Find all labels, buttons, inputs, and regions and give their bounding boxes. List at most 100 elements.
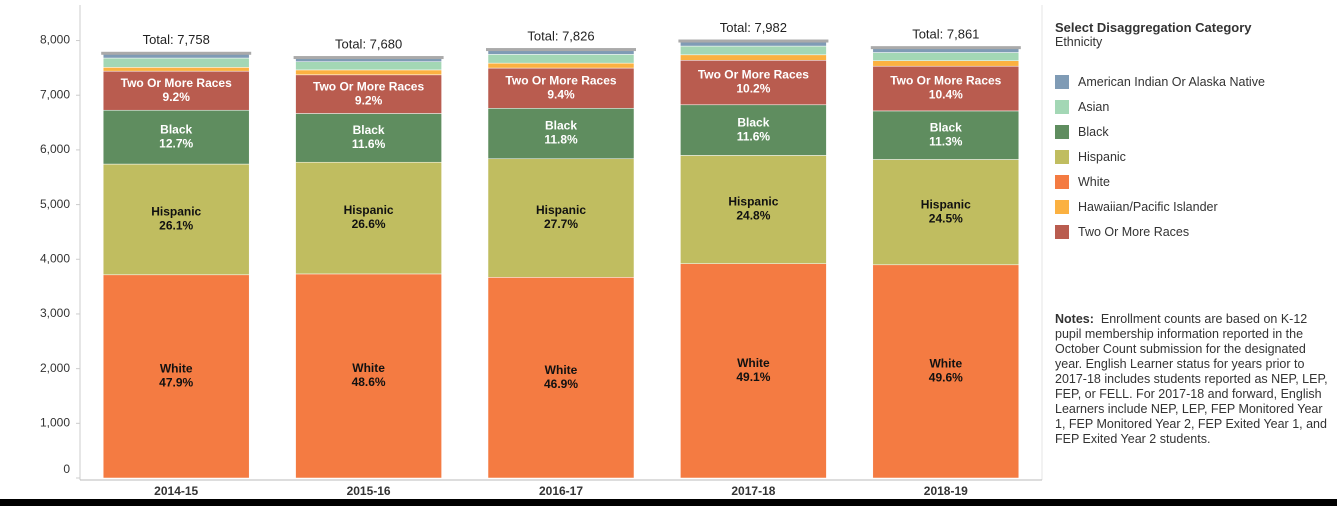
segment-name: Black: [160, 122, 192, 136]
segment-label: 46.9%: [544, 377, 578, 391]
legend-item[interactable]: Hawaiian/Pacific Islander: [1055, 194, 1330, 219]
y-tick-label: 5,000: [40, 197, 70, 211]
legend-title: Select Disaggregation Category: [1055, 20, 1252, 35]
legend-item[interactable]: White: [1055, 169, 1330, 194]
bar-segment: [487, 108, 635, 160]
legend-swatch: [1055, 74, 1069, 89]
segment-name: Two Or More Races: [505, 73, 616, 87]
legend-item[interactable]: Black: [1055, 119, 1330, 144]
segment-label: 11.6%: [352, 137, 386, 151]
segment-label: 24.8%: [736, 209, 770, 223]
bar-segment: [680, 263, 827, 479]
segment-label: 49.1%: [736, 370, 770, 384]
total-cap: [486, 48, 636, 52]
bar-segment: [872, 52, 1020, 61]
bottom-bar: [0, 499, 1337, 506]
bar-segment: [487, 277, 635, 479]
bar-segment: [872, 110, 1020, 160]
total-cap: [678, 39, 829, 43]
y-tick-label: 2,000: [40, 361, 70, 375]
segment-label: 12.7%: [159, 136, 193, 150]
bar-segment: [102, 70, 250, 111]
segment-label: 49.6%: [929, 371, 963, 385]
segment-label: 9.2%: [355, 93, 383, 107]
total-label: Total: 7,758: [143, 32, 210, 47]
legend-item[interactable]: American Indian Or Alaska Native: [1055, 69, 1330, 94]
bar-segment: [295, 61, 442, 71]
bar-segment: [102, 274, 250, 479]
segment-label: 47.9%: [159, 376, 193, 390]
segment-label: 11.8%: [544, 133, 578, 147]
segment-label: 48.6%: [352, 375, 386, 389]
total-label: Total: 7,982: [720, 20, 787, 35]
legend-label: American Indian Or Alaska Native: [1078, 74, 1265, 89]
y-tick-label: 3,000: [40, 306, 70, 320]
x-tick-label: 2015-16: [347, 484, 391, 498]
legend-label: Black: [1078, 124, 1109, 139]
legend-label: Two Or More Races: [1078, 224, 1190, 239]
segment-name: Two Or More Races: [313, 79, 424, 93]
total-cap: [293, 56, 444, 60]
segment-name: White: [545, 363, 578, 377]
bar-segment: [295, 161, 442, 275]
bar-segment: [487, 62, 635, 69]
segment-label: 24.5%: [929, 211, 963, 225]
y-tick-label: 8,000: [40, 33, 70, 47]
segment-label: 10.2%: [736, 82, 770, 96]
legend-item[interactable]: Asian: [1055, 94, 1330, 119]
segment-name: White: [929, 357, 962, 371]
x-tick-label: 2014-15: [154, 484, 198, 498]
legend-label: Hawaiian/Pacific Islander: [1078, 199, 1218, 214]
total-cap: [870, 46, 1021, 50]
bar-segment: [487, 54, 635, 64]
segment-name: Two Or More Races: [698, 68, 809, 82]
bar-segment: [295, 74, 442, 114]
legend-swatch: [1055, 124, 1069, 139]
bar-segment: [295, 69, 442, 76]
legend-label: Asian: [1078, 99, 1110, 114]
legend-swatch: [1055, 199, 1069, 214]
segment-name: Black: [737, 115, 769, 129]
bar-segment: [872, 65, 1020, 112]
x-tick-label: 2018-19: [924, 484, 968, 498]
bar-segment: [102, 109, 250, 165]
notes-text: Enrollment counts are based on K-12 pupi…: [1055, 312, 1328, 446]
segment-name: White: [737, 356, 770, 370]
y-tick-label: 0: [63, 462, 70, 476]
bar-segment: [102, 57, 250, 68]
legend: American Indian Or Alaska Native Asian Bla…: [1055, 69, 1330, 244]
segment-label: 9.2%: [163, 90, 191, 104]
segment-name: Two Or More Races: [121, 76, 232, 90]
legend-swatch: [1055, 174, 1069, 189]
segment-name: Black: [930, 120, 962, 134]
notes-label: Notes:: [1055, 312, 1094, 326]
legend-item[interactable]: Two Or More Races: [1055, 219, 1330, 244]
segment-label: 27.7%: [544, 217, 578, 231]
total-label: Total: 7,861: [912, 27, 979, 42]
notes: Notes: Enrollment counts are based on K-…: [1055, 312, 1330, 447]
total-label: Total: 7,680: [335, 36, 402, 51]
segment-name: Black: [353, 123, 385, 137]
legend-label: White: [1078, 174, 1110, 189]
segment-name: Two Or More Races: [890, 74, 1001, 88]
x-tick-label: 2016-17: [539, 484, 583, 498]
segment-name: Black: [545, 119, 577, 133]
bar-segment: [680, 104, 827, 156]
segment-label: 11.6%: [737, 129, 771, 143]
bar-segment: [872, 159, 1020, 266]
side-panel: Select Disaggregation Category Ethnicity…: [1055, 20, 1330, 446]
legend-subtitle: Ethnicity: [1055, 35, 1103, 49]
y-tick-label: 1,000: [40, 415, 70, 429]
legend-swatch: [1055, 99, 1069, 114]
total-cap: [101, 51, 252, 55]
bar-segment: [680, 155, 827, 264]
x-tick-label: 2017-18: [731, 484, 775, 498]
segment-label: 9.4%: [547, 87, 575, 101]
segment-name: Hispanic: [728, 195, 778, 209]
legend-item[interactable]: Hispanic: [1055, 144, 1330, 169]
bar-segment: [872, 60, 1020, 67]
segment-label: 26.1%: [159, 219, 193, 233]
bar-segment: [487, 158, 635, 278]
bar-segment: [680, 54, 827, 61]
